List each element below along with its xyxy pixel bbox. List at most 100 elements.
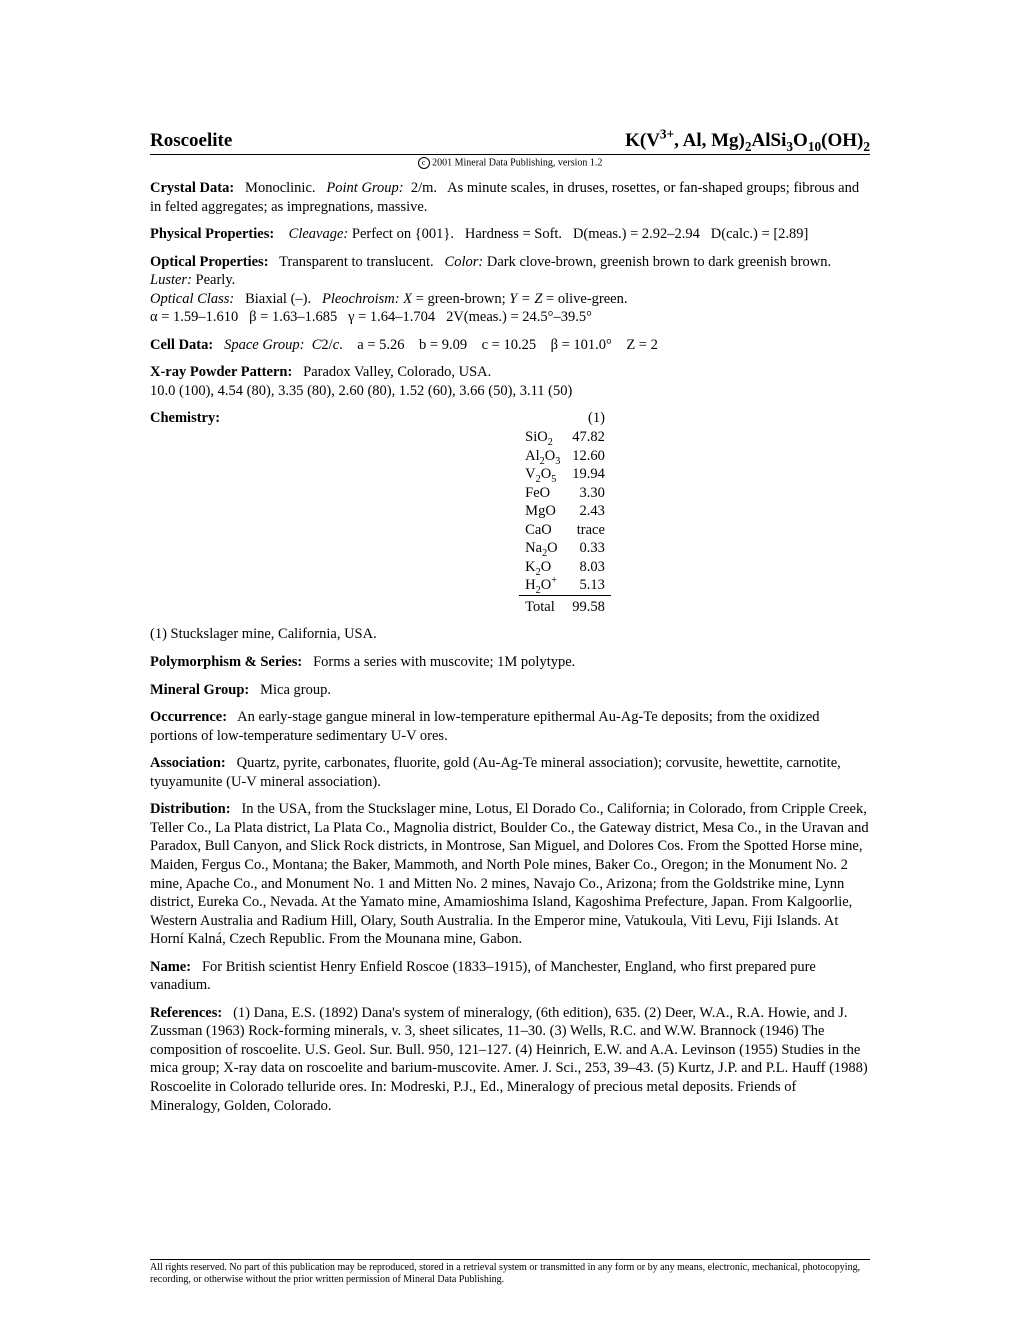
cleavage-value: Perfect on {001}. xyxy=(352,226,454,242)
xray-locality: Paradox Valley, Colorado, USA. xyxy=(303,364,491,380)
pleo-yz: Y = Z xyxy=(509,291,542,307)
occurrence: Occurrence: An early-stage gangue minera… xyxy=(150,708,870,745)
references: References: (1) Dana, E.S. (1892) Dana's… xyxy=(150,1004,870,1115)
xray-data: 10.0 (100), 4.54 (80), 3.35 (80), 2.60 (… xyxy=(150,383,572,399)
mineral-group: Mineral Group: Mica group. xyxy=(150,681,870,700)
table-row: FeO3.30 xyxy=(519,484,611,503)
pleo-x-val: = green-brown; xyxy=(416,291,506,307)
table-row: SiO247.82 xyxy=(519,428,611,447)
polymorphism: Polymorphism & Series: Forms a series wi… xyxy=(150,653,870,672)
chemistry-table: (1) SiO247.82Al2O312.60V2O519.94FeO3.30M… xyxy=(519,409,611,616)
body: An early-stage gangue mineral in low-tem… xyxy=(150,709,820,744)
optical-properties: Optical Properties: Transparent to trans… xyxy=(150,253,870,327)
oxide-value: 19.94 xyxy=(566,465,611,484)
cleavage-label: Cleavage: xyxy=(289,226,349,242)
oxide-value: 2.43 xyxy=(566,502,611,521)
oxide-value: 5.13 xyxy=(566,576,611,595)
pleo-label: Pleochroism: xyxy=(322,291,400,307)
body: Forms a series with muscovite; 1M polyty… xyxy=(313,654,575,670)
oxide-name: MgO xyxy=(519,502,566,521)
space-group: C xyxy=(312,337,322,353)
oxide-name: Al2O3 xyxy=(519,447,566,466)
transparency: Transparent to translucent. xyxy=(279,254,434,270)
copyright-icon: c xyxy=(418,157,430,169)
alpha: α = 1.59–1.610 xyxy=(150,309,238,325)
hardness-value: Hardness = Soft. xyxy=(465,226,562,242)
total-value: 99.58 xyxy=(566,595,611,616)
oxide-name: SiO2 xyxy=(519,428,566,447)
table-row: K2O8.03 xyxy=(519,558,611,577)
twov: 2V(meas.) = 24.5°–39.5° xyxy=(446,309,592,325)
color-value: Dark clove-brown, greenish brown to dark… xyxy=(487,254,831,270)
physical-properties: Physical Properties: Cleavage: Perfect o… xyxy=(150,225,870,244)
oxide-value: 0.33 xyxy=(566,539,611,558)
chemical-formula: K(V3+, Al, Mg)2AlSi3O10(OH)2 xyxy=(625,130,870,152)
association: Association: Quartz, pyrite, carbonates,… xyxy=(150,754,870,791)
copyright-text: 2001 Mineral Data Publishing, version 1.… xyxy=(432,157,602,168)
table-row: CaOtrace xyxy=(519,521,611,540)
oxide-name: FeO xyxy=(519,484,566,503)
section-label: Crystal Data: xyxy=(150,180,234,196)
section-label: Name: xyxy=(150,959,191,975)
class-label: Optical Class: xyxy=(150,291,234,307)
oxide-value: 47.82 xyxy=(566,428,611,447)
oxide-value: 8.03 xyxy=(566,558,611,577)
section-label: Polymorphism & Series: xyxy=(150,654,302,670)
cell-b: b = 9.09 xyxy=(419,337,467,353)
body: Quartz, pyrite, carbonates, fluorite, go… xyxy=(150,755,841,790)
oxide-name: Na2O xyxy=(519,539,566,558)
cell-c: c = 10.25 xyxy=(482,337,537,353)
mineral-name: Roscoelite xyxy=(150,130,232,152)
luster-label: Luster: xyxy=(150,272,192,288)
body: In the USA, from the Stuckslager mine, L… xyxy=(150,801,869,947)
section-label: Mineral Group: xyxy=(150,682,249,698)
section-label: X-ray Powder Pattern: xyxy=(150,364,292,380)
total-row: Total 99.58 xyxy=(519,595,611,616)
table-row: V2O519.94 xyxy=(519,465,611,484)
total-label: Total xyxy=(519,595,566,616)
section-label: Distribution: xyxy=(150,801,231,817)
oxide-name: CaO xyxy=(519,521,566,540)
section-label: Cell Data: xyxy=(150,337,213,353)
luster-value: Pearly. xyxy=(196,272,236,288)
cell-z: Z = 2 xyxy=(626,337,658,353)
distribution: Distribution: In the USA, from the Stuck… xyxy=(150,800,870,948)
chemistry-table-holder: (1) SiO247.82Al2O312.60V2O519.94FeO3.30M… xyxy=(220,409,870,616)
section-label: Association: xyxy=(150,755,226,771)
gamma: γ = 1.64–1.704 xyxy=(348,309,435,325)
name-origin: Name: For British scientist Henry Enfiel… xyxy=(150,958,870,995)
oxide-name: H2O+ xyxy=(519,576,566,595)
chemistry: Chemistry: (1) SiO247.82Al2O312.60V2O519… xyxy=(150,409,870,616)
oxide-value: 12.60 xyxy=(566,447,611,466)
cell-a: a = 5.26 xyxy=(357,337,404,353)
footer: All rights reserved. No part of this pub… xyxy=(150,1259,870,1286)
body: (1) Dana, E.S. (1892) Dana's system of m… xyxy=(150,1005,868,1114)
body: Mica group. xyxy=(260,682,331,698)
dmeas-value: D(meas.) = 2.92–2.94 xyxy=(573,226,700,242)
crystal-data: Crystal Data: Monoclinic. Point Group: 2… xyxy=(150,179,870,216)
table-row: MgO2.43 xyxy=(519,502,611,521)
chemistry-note: (1) Stuckslager mine, California, USA. xyxy=(150,625,870,644)
table-row: H2O+5.13 xyxy=(519,576,611,595)
header-line: Roscoelite K(V3+, Al, Mg)2AlSi3O10(OH)2 xyxy=(150,130,870,155)
pleo-x: X xyxy=(403,291,412,307)
space-group-label: Space Group: xyxy=(224,337,304,353)
oxide-name: V2O5 xyxy=(519,465,566,484)
page: Roscoelite K(V3+, Al, Mg)2AlSi3O10(OH)2 … xyxy=(0,0,1020,1320)
col-header: (1) xyxy=(566,409,611,428)
section-label: Physical Properties: xyxy=(150,226,274,242)
oxide-name: K2O xyxy=(519,558,566,577)
color-label: Color: xyxy=(445,254,484,270)
point-group: 2/m. xyxy=(411,180,437,196)
oxide-value: 3.30 xyxy=(566,484,611,503)
class-value: Biaxial (–). xyxy=(245,291,311,307)
table-header: (1) xyxy=(519,409,611,428)
oxide-value: trace xyxy=(566,521,611,540)
section-label: Occurrence: xyxy=(150,709,227,725)
section-label: Chemistry: xyxy=(150,409,220,428)
xray-pattern: X-ray Powder Pattern: Paradox Valley, Co… xyxy=(150,363,870,400)
crystal-system: Monoclinic. xyxy=(245,180,315,196)
cell-data: Cell Data: Space Group: CC2/c.2/c. a = 5… xyxy=(150,336,870,355)
body: For British scientist Henry Enfield Rosc… xyxy=(150,959,816,994)
cell-beta: β = 101.0° xyxy=(551,337,612,353)
